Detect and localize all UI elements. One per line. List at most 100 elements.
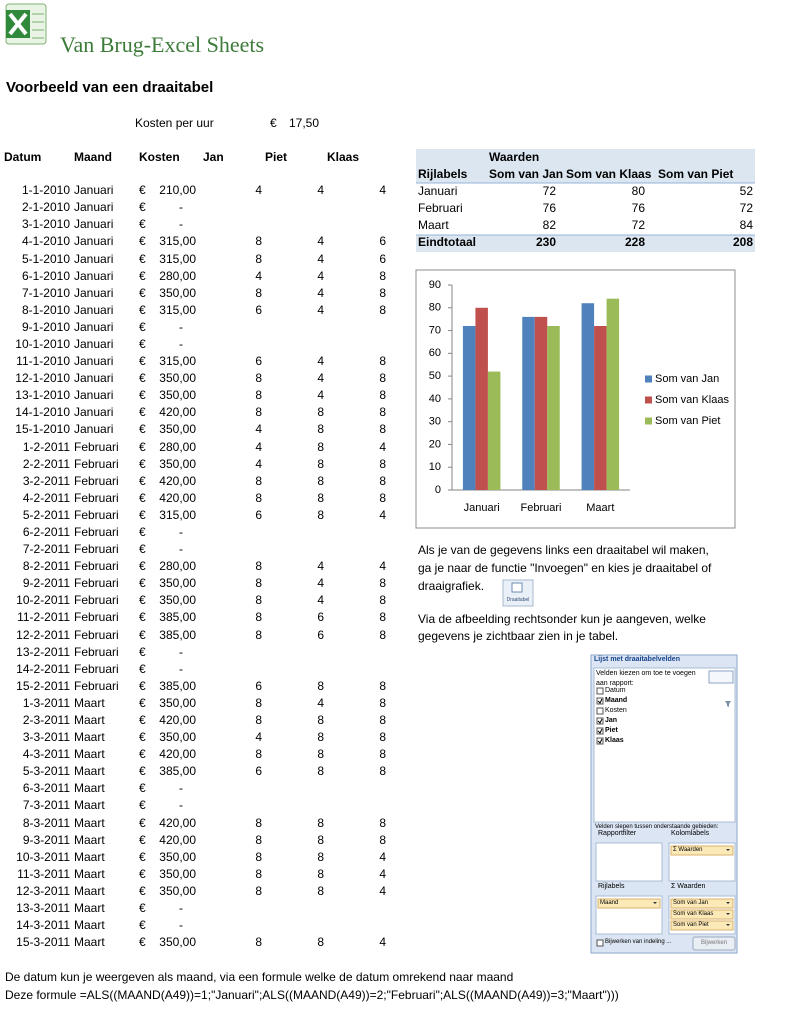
month-cell: Maart — [74, 695, 105, 710]
month-cell: Maart — [74, 866, 105, 881]
pivot-total-value: 208 — [732, 235, 753, 250]
klaas-cell: 8 — [379, 422, 386, 437]
x-tick-label: Maart — [586, 502, 614, 514]
currency-cell: € — [139, 610, 146, 625]
currency-cell: € — [139, 542, 146, 557]
klaas-cell: 8 — [379, 610, 386, 625]
date-cell: 1-2-2011 — [22, 439, 70, 454]
date-cell: 10-3-2011 — [16, 849, 70, 864]
currency-cell: € — [139, 507, 146, 522]
month-cell: Januari — [74, 337, 114, 351]
klaas-cell: 8 — [379, 832, 386, 847]
month-cell: Februari — [74, 473, 119, 488]
area-item-arrow — [726, 924, 730, 926]
defer-label: Bijwerken van indeling ... — [605, 939, 672, 946]
cost-cell: 385,00 — [159, 678, 196, 693]
currency-cell: € — [139, 456, 146, 471]
klaas-cell: 8 — [379, 627, 386, 642]
cost-cell: 420,00 — [159, 405, 196, 420]
date-cell: 14-3-2011 — [16, 918, 70, 933]
piet-cell: 8 — [317, 678, 324, 693]
pivot-value: 76 — [631, 201, 645, 216]
cost-cell: 420,00 — [159, 832, 196, 847]
date-cell: 11-3-2011 — [17, 866, 70, 881]
currency-cell: € — [139, 388, 146, 403]
klaas-cell: 4 — [379, 866, 386, 881]
klaas-cell: 8 — [379, 593, 386, 608]
cost-cell: 385,00 — [159, 610, 196, 625]
month-cell: Januari — [74, 371, 114, 386]
cost-cell: - — [179, 525, 183, 539]
month-cell: Januari — [74, 251, 114, 266]
bar — [487, 371, 501, 490]
currency-cell: € — [139, 644, 146, 659]
month-cell: Februari — [74, 507, 119, 522]
currency-cell: € — [139, 439, 146, 454]
month-cell: Januari — [74, 183, 114, 198]
x-tick-label: Januari — [464, 502, 500, 514]
currency-cell: € — [139, 678, 146, 693]
jan-cell: 6 — [255, 764, 262, 779]
klaas-cell: 4 — [379, 935, 386, 950]
pivot-column-header: Som van Piet — [658, 167, 734, 182]
klaas-cell: 4 — [379, 507, 386, 522]
piet-cell: 4 — [317, 695, 324, 710]
cost-cell: 420,00 — [159, 490, 196, 505]
excel-logo — [5, 3, 47, 45]
y-tick-label: 0 — [435, 484, 441, 496]
klaas-cell: 8 — [379, 371, 386, 386]
date-cell: 2-3-2011 — [22, 712, 70, 727]
piet-cell: 8 — [317, 473, 324, 488]
cost-cell: 315,00 — [159, 354, 196, 369]
pivot-row-label: Januari — [418, 184, 458, 199]
rate-value: 17,50 — [289, 116, 320, 131]
field-checkbox — [596, 687, 604, 695]
date-cell: 15-2-2011 — [16, 678, 70, 693]
klaas-cell: 8 — [379, 302, 386, 317]
piet-cell: 8 — [317, 490, 324, 505]
y-tick-label: 90 — [429, 279, 441, 291]
update-label[interactable]: Bijwerken — [700, 939, 727, 946]
field-name: Kosten — [605, 707, 627, 715]
bar — [581, 303, 595, 490]
month-cell: Maart — [74, 815, 105, 830]
cost-cell: 350,00 — [159, 730, 196, 745]
month-cell: Januari — [74, 302, 114, 317]
cost-cell: - — [179, 542, 183, 557]
cost-cell: 350,00 — [159, 866, 196, 881]
cost-cell: 280,00 — [159, 268, 196, 283]
jan-cell: 8 — [255, 747, 262, 762]
field-name: Jan — [605, 717, 618, 725]
date-cell: 14-1-2010 — [15, 405, 70, 420]
piet-cell: 8 — [317, 935, 324, 950]
date-cell: 6-1-2010 — [21, 268, 70, 283]
cost-cell: 350,00 — [159, 285, 196, 300]
pivot-value: 84 — [739, 218, 753, 233]
area-header: Rapportfilter — [598, 830, 637, 838]
piet-cell: 8 — [317, 764, 324, 779]
piet-cell: 8 — [317, 405, 324, 420]
instruction-line: Als je van de gegevens links een draaita… — [418, 543, 709, 558]
pivot-header-bg — [416, 149, 755, 183]
month-cell: Maart — [74, 849, 105, 864]
piet-cell: 8 — [317, 815, 324, 830]
update-button[interactable] — [692, 936, 736, 951]
pivot-values-header: Waarden — [489, 150, 540, 165]
legend-swatch — [645, 396, 652, 404]
month-cell: Maart — [74, 798, 105, 813]
jan-cell: 8 — [255, 559, 262, 574]
klaas-cell: 6 — [379, 251, 386, 266]
month-cell: Maart — [74, 900, 105, 915]
month-cell: Maart — [74, 918, 105, 933]
jan-cell: 4 — [255, 268, 262, 283]
currency-cell: € — [139, 593, 146, 608]
month-cell: Maart — [74, 747, 105, 762]
instruction-line: gegevens je zichtbaar zien in je tabel. — [418, 629, 619, 644]
month-cell: Januari — [74, 285, 114, 300]
date-cell: 12-3-2011 — [16, 883, 70, 898]
currency-cell: € — [139, 302, 146, 317]
column-header: Maand — [74, 150, 113, 165]
y-tick-label: 80 — [429, 302, 441, 314]
legend-label: Som van Jan — [655, 373, 719, 385]
